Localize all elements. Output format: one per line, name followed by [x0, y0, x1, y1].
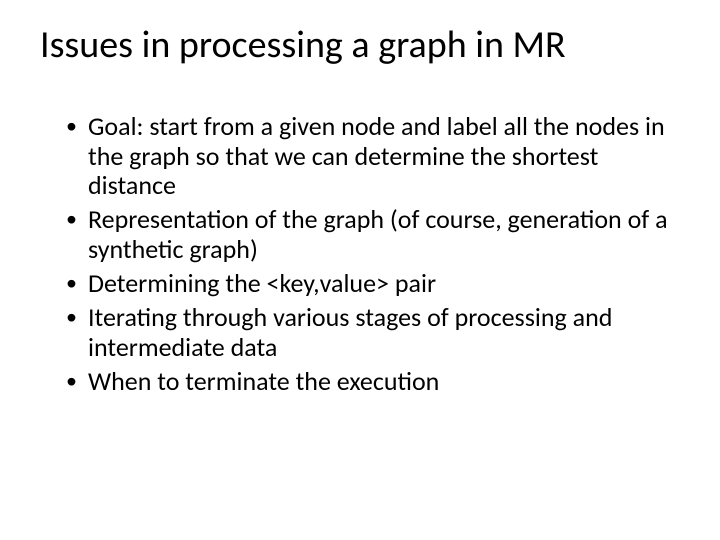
list-item: Iterating through various stages of proc… [66, 303, 680, 363]
bullet-list: Goal: start from a given node and label … [40, 112, 680, 397]
list-item: Representation of the graph (of course, … [66, 205, 680, 265]
list-item: Goal: start from a given node and label … [66, 112, 680, 202]
slide-title: Issues in processing a graph in MR [40, 24, 680, 68]
slide: Issues in processing a graph in MR Goal:… [0, 0, 720, 540]
list-item: When to terminate the execution [66, 367, 680, 397]
list-item: Determining the <key,value> pair [66, 269, 680, 299]
